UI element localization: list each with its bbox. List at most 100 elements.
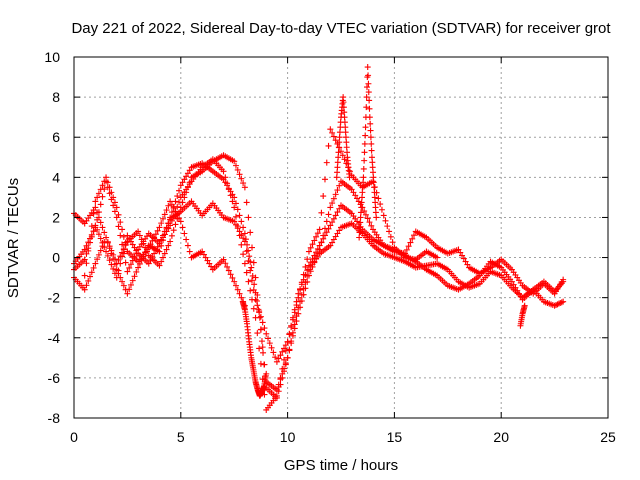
x-tick-label: 20 [493,429,509,445]
series-trace-4 [71,126,441,365]
data-point [307,259,314,266]
data-point [179,224,186,231]
data-point [184,242,191,249]
data-point [85,247,92,254]
y-tick-label: 2 [52,209,60,225]
data-point [363,104,370,111]
data-point [336,205,343,212]
data-point [357,219,364,226]
data-point [291,325,298,332]
data-point [243,248,250,255]
data-point [250,259,257,266]
data-point [92,222,99,229]
data-point [282,342,289,349]
data-point [174,211,181,218]
data-point [127,238,134,245]
data-point [369,164,376,171]
data-point [83,250,90,257]
data-point [305,248,312,255]
data-point [103,248,110,255]
data-point [257,313,264,320]
data-point [273,386,280,393]
data-point [87,235,94,242]
data-point [361,208,368,215]
y-tick-label: -6 [48,370,61,386]
data-point [464,261,471,268]
data-point [224,263,231,270]
data-point [354,195,361,202]
data-point [127,261,134,268]
data-point [165,220,172,227]
data-point [179,179,186,186]
data-point [236,228,243,235]
data-point [200,251,207,258]
data-point [222,174,229,181]
data-point [316,226,323,233]
data-point [286,331,293,338]
data-point [291,309,298,316]
data-point [81,286,88,293]
data-point [360,165,367,172]
data-point [95,231,102,238]
data-point [97,247,104,254]
data-point [368,140,375,147]
data-point [172,208,179,215]
data-point [110,265,117,272]
data-point [156,248,163,255]
data-point [302,263,309,270]
data-point [321,176,328,183]
data-point [368,147,375,154]
data-point [288,340,295,347]
data-point [103,234,110,241]
series-spike-12.6 [333,94,353,181]
data-point [367,127,374,134]
data-point [236,171,243,178]
data-point [459,252,466,259]
data-point [94,256,101,263]
y-tick-label: 8 [52,89,60,105]
data-point [161,250,168,257]
data-point [334,164,341,171]
data-point [330,215,337,222]
data-point [363,94,370,101]
data-point [158,258,165,265]
data-point [167,238,174,245]
data-point [117,260,124,267]
data-point [120,246,127,253]
data-point [106,184,113,191]
data-point [126,235,133,242]
data-point [343,139,350,146]
data-point [325,142,332,149]
data-point [367,120,374,127]
x-tick-label: 5 [177,429,185,445]
data-point [366,219,373,226]
data-point [387,233,394,240]
data-point [257,326,264,333]
data-point [340,104,347,111]
data-point [361,140,368,147]
plot-frame [73,56,609,419]
data-point [265,335,272,342]
data-point [305,262,312,269]
data-point [119,253,126,260]
data-point [120,233,127,240]
data-point [202,254,209,261]
data-point [371,194,378,201]
data-point [366,97,373,104]
data-point [88,269,95,276]
y-tick-label: -4 [48,330,61,346]
data-point [170,205,177,212]
data-point [335,154,342,161]
data-point [108,261,115,268]
data-point [186,248,193,255]
data-point [329,200,336,207]
data-point [380,212,387,219]
data-point [90,228,97,235]
data-point [368,154,375,161]
data-point [85,277,92,284]
data-point [323,218,330,225]
data-point [183,236,190,243]
x-axis-label: GPS time / hours [284,457,398,474]
data-point [88,223,95,230]
